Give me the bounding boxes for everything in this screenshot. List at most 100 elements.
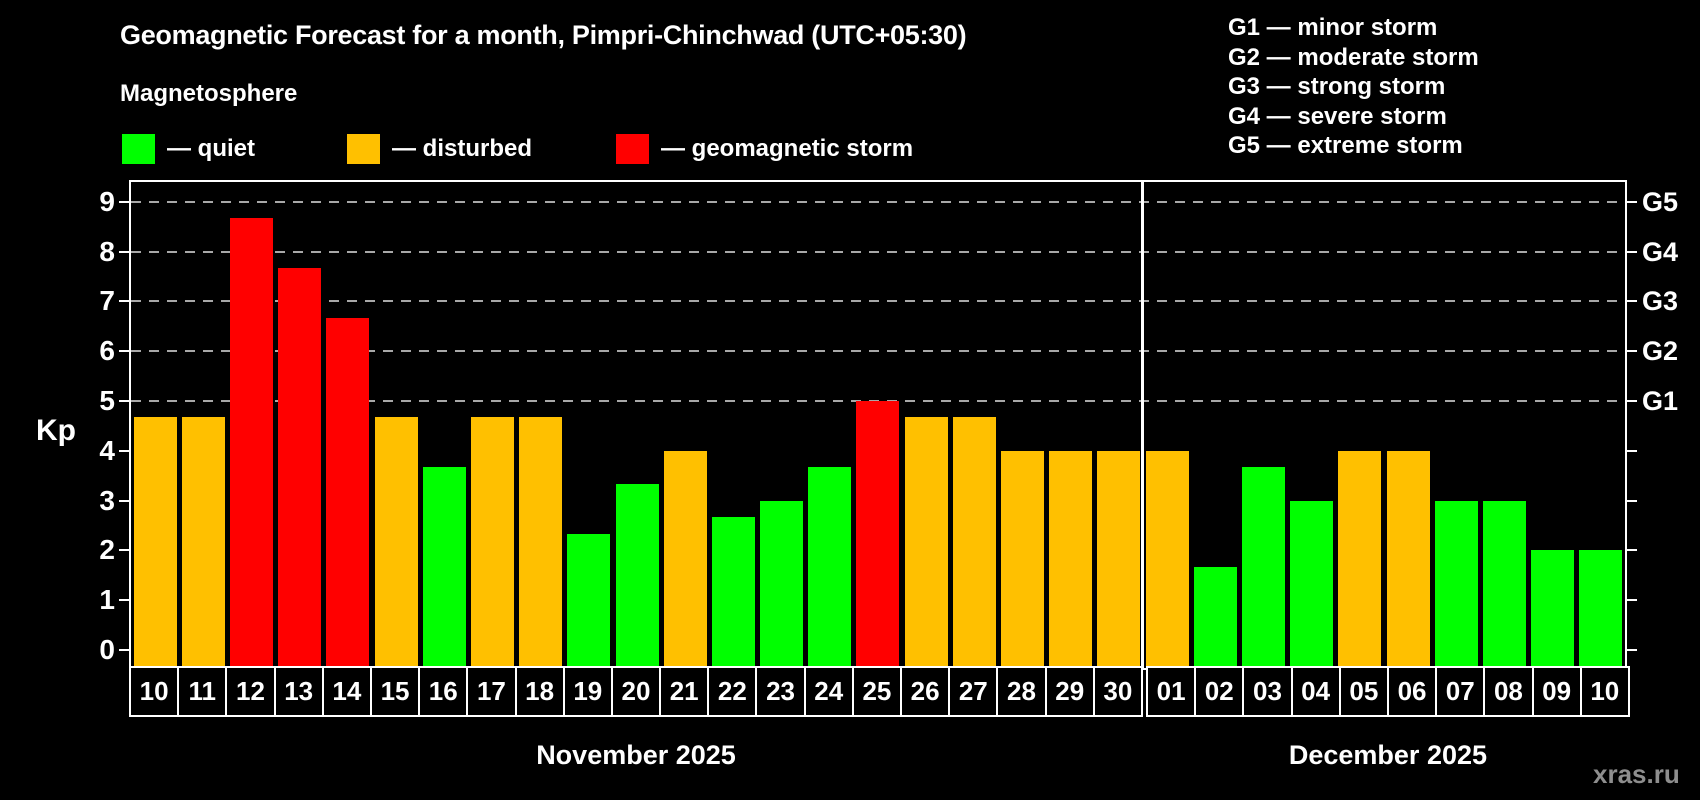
gridline-g3	[131, 300, 1625, 303]
date-cell: 19	[562, 666, 613, 717]
month-separator-line	[1141, 182, 1145, 668]
kp-bar	[808, 467, 852, 668]
g-scale-line-2: G2 — moderate storm	[1228, 43, 1479, 71]
date-cell: 27	[948, 666, 999, 717]
page-title: Geomagnetic Forecast for a month, Pimpri…	[120, 20, 967, 50]
date-cell: 08	[1483, 666, 1534, 717]
y-axis-tick-left	[119, 549, 129, 552]
y-axis-tick-right	[1627, 499, 1637, 502]
legend-label-storm: — geomagnetic storm	[661, 135, 914, 162]
y-axis-tick-left	[119, 499, 129, 502]
date-cell: 26	[900, 666, 951, 717]
date-cell: 29	[1044, 666, 1095, 717]
date-cell: 30	[1092, 666, 1143, 717]
g-scale-legend: G1 — minor storm G2 — moderate storm G3 …	[1228, 13, 1479, 161]
kp-bar	[1579, 550, 1623, 668]
y-axis-tick-right	[1627, 350, 1637, 353]
gridline-g2	[131, 350, 1625, 353]
date-cell: 10	[1579, 666, 1630, 717]
g-scale-line-1: G1 — minor storm	[1228, 14, 1438, 41]
legend-label-quiet: — quiet	[167, 135, 255, 162]
y-tick-label-2: 2	[99, 534, 115, 566]
kp-bar	[663, 450, 707, 668]
date-cell: 24	[803, 666, 854, 717]
y-tick-label-7: 7	[99, 285, 115, 317]
date-cell: 03	[1242, 666, 1293, 717]
y-axis-tick-left	[119, 400, 129, 402]
g-level-label-g4: G4	[1642, 236, 1679, 267]
watermark: xras.ru	[1593, 759, 1680, 789]
date-cell: 28	[996, 666, 1047, 717]
gridline-g5	[131, 200, 1625, 203]
y-axis-tick-right	[1627, 649, 1637, 651]
kp-bar	[1290, 500, 1334, 668]
y-axis-tick-left	[119, 250, 129, 253]
y-tick-label-4: 4	[99, 434, 115, 466]
kp-bar	[1531, 550, 1575, 668]
kp-bar	[1097, 450, 1141, 668]
y-axis-tick-right	[1627, 300, 1637, 303]
date-cell: 11	[177, 666, 228, 717]
date-cell: 06	[1386, 666, 1438, 717]
y-tick-label-5: 5	[99, 385, 115, 416]
g-level-label-g3: G3	[1642, 286, 1679, 317]
kp-bar	[1193, 566, 1237, 668]
legend-item-quiet: — quiet	[122, 134, 255, 164]
g-level-label-g2: G2	[1642, 336, 1679, 367]
g-scale-line-4: G4 — severe storm	[1228, 102, 1447, 130]
kp-bar	[1338, 450, 1382, 668]
date-cell: 23	[755, 666, 806, 717]
legend-item-disturbed: — disturbed	[347, 134, 532, 164]
date-cell: 16	[418, 666, 469, 717]
g-level-label-g5: G5	[1642, 186, 1679, 217]
y-axis-tick-left	[119, 649, 129, 651]
y-tick-label-1: 1	[99, 584, 115, 616]
legend-label-disturbed: — disturbed	[392, 135, 533, 162]
gridline-g4	[131, 250, 1625, 253]
date-cell: 17	[466, 666, 517, 717]
date-cell: 05	[1338, 666, 1389, 717]
date-cell: 18	[514, 666, 565, 717]
date-cell: 04	[1290, 666, 1341, 717]
y-axis-tick-left	[119, 449, 129, 452]
month-label: November 2025	[536, 740, 736, 770]
kp-bar	[856, 401, 900, 668]
y-axis-tick-left	[119, 300, 129, 303]
kp-bar	[374, 417, 418, 668]
date-cell: 13	[273, 666, 324, 717]
date-axis: 10 11 12 13 14 15 16 17 18 19 20 21 22 23 24 25 26 27 28 29…	[129, 666, 1639, 718]
date-cell: 09	[1531, 666, 1582, 717]
y-tick-label-3: 3	[99, 484, 115, 516]
kp-bar	[229, 218, 273, 668]
y-axis-tick-right	[1627, 200, 1637, 203]
y-axis-tick-right	[1627, 250, 1637, 253]
kp-bar	[1386, 450, 1430, 668]
kp-bar	[567, 533, 611, 668]
kp-bar	[326, 317, 370, 668]
kp-bar	[1434, 500, 1478, 668]
date-cell: 07	[1435, 666, 1486, 717]
date-cell: 02	[1194, 666, 1245, 717]
kp-bar	[1482, 500, 1526, 668]
kp-bar	[952, 417, 996, 668]
kp-bar	[1145, 450, 1189, 668]
g-scale-line-3: G3 — strong storm	[1228, 73, 1446, 100]
kp-bar	[1001, 450, 1045, 668]
kp-bar	[133, 417, 177, 668]
plot-area	[119, 180, 1637, 670]
kp-bar	[1049, 450, 1093, 668]
g-level-label-g1: G1	[1642, 386, 1679, 416]
kp-bar	[519, 417, 563, 668]
date-cell: 20	[610, 666, 662, 717]
date-cell: 14	[321, 666, 372, 717]
legend-item-storm: — geomagnetic storm	[616, 134, 913, 164]
y-tick-label-0: 0	[99, 634, 115, 665]
date-cell: 15	[369, 666, 421, 717]
y-axis-tick-right	[1627, 400, 1637, 402]
kp-bar	[615, 484, 659, 668]
y-axis-tick-left	[119, 200, 129, 203]
date-cell: 21	[659, 666, 710, 717]
kp-bar	[181, 417, 225, 668]
y-axis-label: Kp	[36, 414, 76, 447]
